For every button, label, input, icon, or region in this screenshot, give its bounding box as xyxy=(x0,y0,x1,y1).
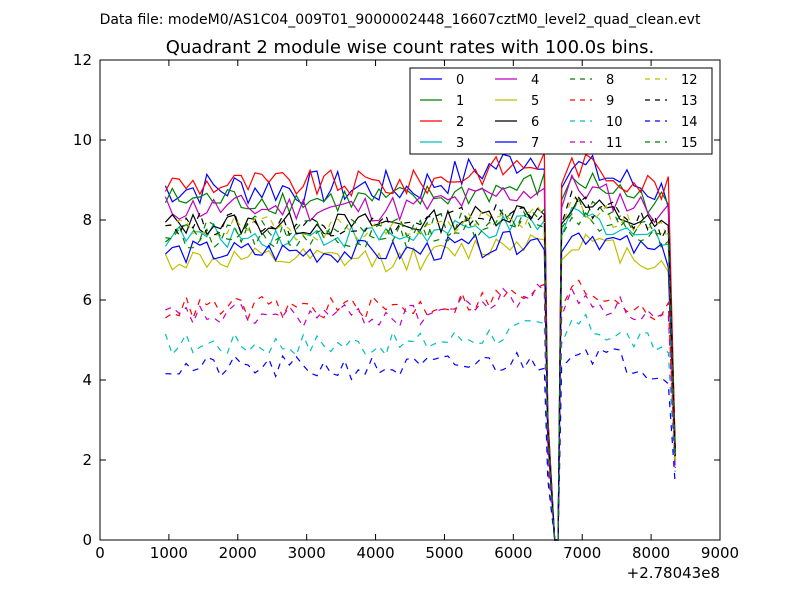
series-line-15 xyxy=(165,196,676,541)
series-line-13 xyxy=(165,189,676,541)
x-tick-label: 8000 xyxy=(632,544,670,562)
series-line-3 xyxy=(164,206,676,541)
y-tick-label: 2 xyxy=(82,451,92,469)
legend-label-12: 12 xyxy=(681,73,698,88)
series-line-0 xyxy=(164,153,676,541)
chart-title: Quadrant 2 module wise count rates with … xyxy=(166,37,655,58)
series-line-12 xyxy=(165,197,676,541)
y-tick-label: 10 xyxy=(73,131,92,149)
x-offset-label: +2.78043e8 xyxy=(627,564,720,582)
x-tick-label: 7000 xyxy=(563,544,601,562)
series-line-5 xyxy=(164,233,676,541)
y-tick-label: 6 xyxy=(82,291,92,309)
x-tick-label: 9000 xyxy=(701,544,739,562)
legend-label-6: 6 xyxy=(531,115,539,130)
legend-box xyxy=(409,67,713,155)
x-tick-label: 3000 xyxy=(288,544,326,562)
x-tick-label: 4000 xyxy=(356,544,394,562)
series-lines xyxy=(164,152,676,541)
plot-area: 0 1000 2000 3000 4000 5000 6000 7000 8000 9000 0 2… xyxy=(73,51,739,562)
y-tick-label: 12 xyxy=(73,51,92,69)
x-tick-label: 5000 xyxy=(425,544,463,562)
legend-label-1: 1 xyxy=(456,94,464,109)
legend-label-5: 5 xyxy=(531,94,539,109)
y-tick-label: 8 xyxy=(82,211,92,229)
legend-label-8: 8 xyxy=(606,73,614,88)
x-tick-label: 0 xyxy=(95,544,105,562)
legend-label-4: 4 xyxy=(531,73,539,88)
legend-label-13: 13 xyxy=(681,94,698,109)
legend-label-2: 2 xyxy=(456,115,464,130)
legend-label-14: 14 xyxy=(681,115,698,130)
legend-label-11: 11 xyxy=(606,136,623,151)
series-line-2 xyxy=(164,152,676,541)
series-line-4 xyxy=(164,173,676,541)
series-line-14 xyxy=(165,348,676,541)
legend-label-7: 7 xyxy=(531,136,539,151)
y-tick-label: 0 xyxy=(82,531,92,549)
legend-label-10: 10 xyxy=(606,115,623,130)
series-line-7 xyxy=(164,230,676,541)
series-line-1 xyxy=(164,171,676,541)
y-tick-label: 4 xyxy=(82,371,92,389)
legend-label-3: 3 xyxy=(456,136,464,151)
x-tick-label: 6000 xyxy=(494,544,532,562)
x-axis: 0 1000 2000 3000 4000 5000 6000 7000 8000 9000 xyxy=(95,60,739,562)
x-tick-label: 2000 xyxy=(219,544,257,562)
legend-label-9: 9 xyxy=(606,94,614,109)
x-tick-label: 1000 xyxy=(150,544,188,562)
series-line-10 xyxy=(164,313,676,541)
legend-label-15: 15 xyxy=(681,136,698,151)
chart-suptitle: Data file: modeM0/AS1C04_009T01_90000024… xyxy=(100,12,701,28)
legend-label-0: 0 xyxy=(456,73,464,88)
